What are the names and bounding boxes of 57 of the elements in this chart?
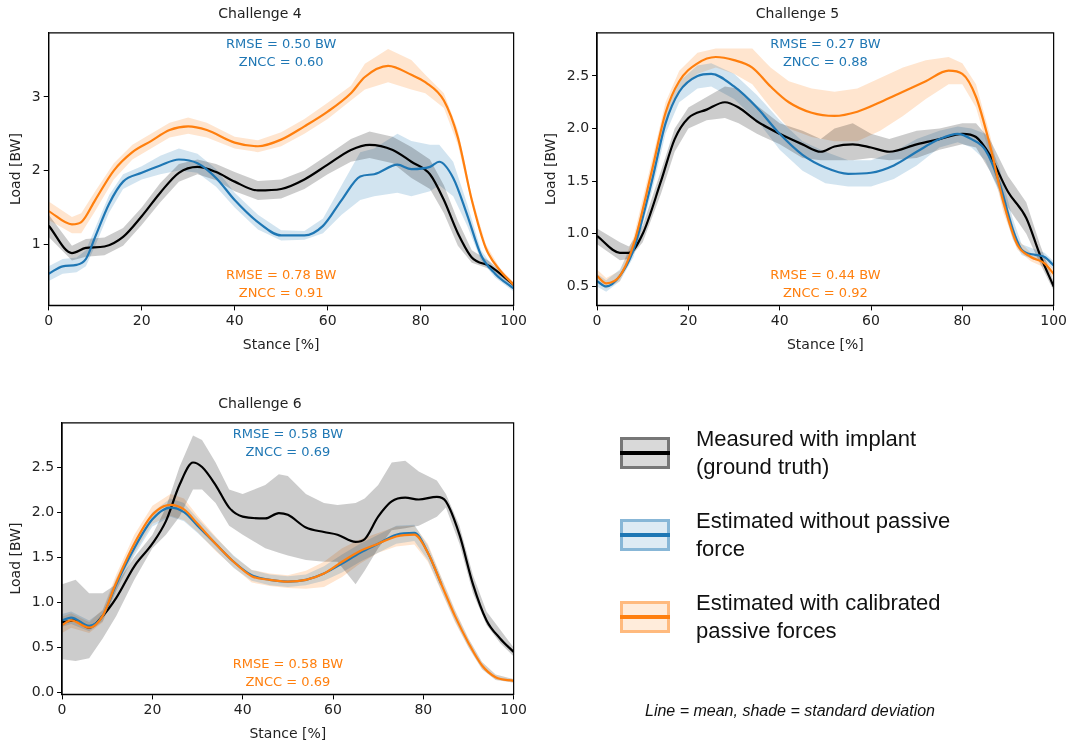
x-tick-label: 20 — [143, 701, 162, 718]
legend-label: Estimated with calibrated passive forces — [696, 589, 942, 645]
y-tick-label: 2 — [31, 161, 41, 178]
x-tick-label: 60 — [324, 701, 342, 718]
chart-title: Challenge 6 — [218, 395, 302, 412]
y-axis-title: Load [BW] — [7, 522, 24, 595]
y-tick-label: 1.0 — [566, 224, 590, 241]
annotation: ZNCC = 0.60 — [238, 54, 324, 70]
x-tick-label: 60 — [318, 312, 337, 329]
x-axis-title: Stance [%] — [249, 725, 327, 742]
annotation: RMSE = 0.44 BW — [770, 266, 881, 282]
annotation: ZNCC = 0.91 — [238, 284, 324, 300]
y-tick-label: 2.0 — [566, 119, 590, 136]
x-tick-label: 40 — [770, 312, 789, 329]
x-axis-title: Stance [%] — [786, 336, 864, 353]
annotation: ZNCC = 0.69 — [245, 444, 331, 460]
legend-label: Estimated without passive force — [696, 507, 952, 563]
x-tick-label: 100 — [500, 701, 528, 718]
y-tick-label: 1.5 — [31, 547, 55, 564]
text: Line = mean, shade = standard deviation — [645, 702, 935, 720]
annotation: RMSE = 0.50 BW — [226, 36, 337, 52]
annotation: RMSE = 0.78 BW — [226, 266, 337, 282]
y-tick-label: 1 — [31, 234, 41, 251]
x-tick-label: 80 — [414, 701, 433, 718]
y-tick-label: 1.5 — [566, 171, 590, 188]
x-tick-label: 0 — [592, 312, 602, 329]
x-tick-label: 100 — [500, 312, 528, 329]
annotation: RMSE = 0.27 BW — [770, 36, 881, 52]
x-tick-label: 80 — [953, 312, 972, 329]
y-tick-label: 2.0 — [31, 502, 55, 519]
x-tick-label: 60 — [862, 312, 880, 329]
y-tick-label: 1.0 — [31, 593, 55, 609]
y-axis-title: Load [BW] — [542, 133, 559, 206]
annotation: RMSE = 0.58 BW — [232, 655, 344, 671]
annotation: ZNCC = 0.69 — [245, 673, 331, 689]
x-tick-label: 20 — [132, 312, 151, 329]
annotation: RMSE = 0.58 BW — [232, 426, 344, 442]
chart-title: Challenge 5 — [755, 5, 840, 22]
x-tick-label: 100 — [1040, 312, 1068, 329]
legend-label: Measured with implant (ground truth) — [696, 425, 918, 481]
y-axis-title: Load [BW] — [7, 133, 24, 206]
y-tick-label: 0.5 — [566, 277, 590, 294]
x-tick-label: 0 — [44, 312, 54, 329]
annotation: ZNCC = 0.92 — [782, 284, 868, 300]
x-tick-label: 20 — [679, 312, 698, 329]
y-tick-label: 2.5 — [566, 66, 590, 83]
annotation: ZNCC = 0.88 — [782, 54, 868, 70]
y-tick-label: 2.5 — [31, 457, 55, 474]
y-tick-label: 0.0 — [31, 683, 55, 700]
x-tick-label: 0 — [57, 701, 67, 718]
y-tick-label: 3 — [31, 87, 41, 104]
x-tick-label: 40 — [225, 312, 244, 329]
x-tick-label: 80 — [411, 312, 430, 329]
y-tick-label: 0.5 — [31, 638, 55, 655]
x-tick-label: 40 — [233, 701, 252, 718]
x-axis-title: Stance [%] — [242, 336, 320, 353]
chart-title: Challenge 4 — [218, 5, 302, 22]
